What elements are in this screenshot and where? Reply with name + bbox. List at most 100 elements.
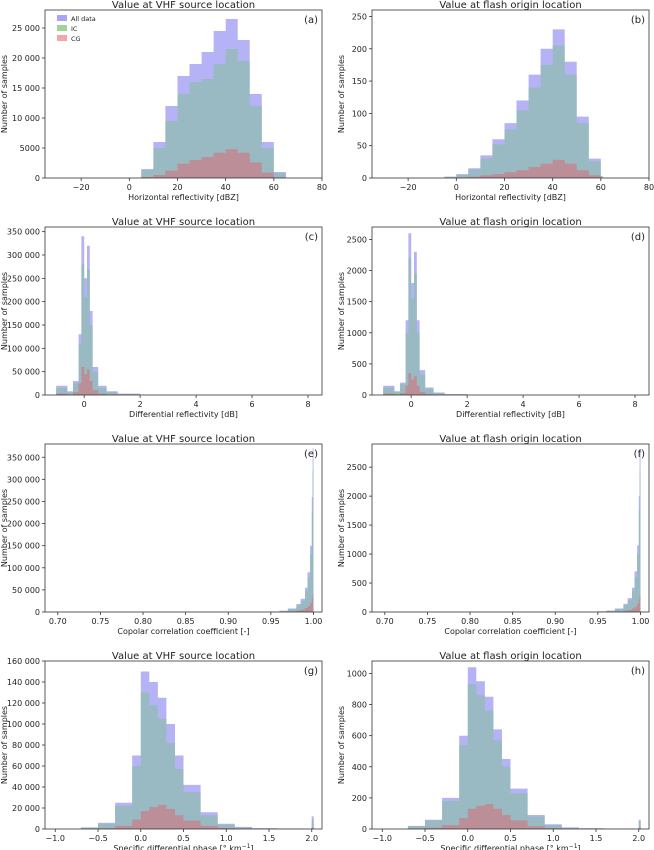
y-axis-label: Number of samples bbox=[0, 706, 9, 784]
y-tick-label: 80 000 bbox=[12, 741, 40, 750]
x-tick-label: −1.0 bbox=[373, 834, 392, 843]
plot-frame bbox=[44, 226, 323, 396]
y-tick-label: 2500 bbox=[347, 463, 367, 472]
y-tick-label: 100 000 bbox=[7, 564, 40, 573]
chart-title: Value at VHF source location bbox=[112, 217, 255, 228]
y-tick-label: 100 000 bbox=[7, 720, 40, 729]
x-axis-label-superscript: −1 bbox=[242, 843, 251, 850]
x-tick-label: 1.5 bbox=[263, 834, 276, 843]
x-tick-label: 0 bbox=[127, 183, 132, 192]
chart-panel-g: −1.0 −0.5 0.0 0.5 1.0 1.5 2.0 0 20 000 40 000 60 0… bbox=[0, 651, 323, 850]
x-axis-label-text: Specific differential phase [° km bbox=[113, 844, 242, 850]
y-axis-label: Number of samples bbox=[337, 706, 346, 784]
y-tick-label: 0 bbox=[362, 391, 367, 400]
x-tick-label: 2 bbox=[138, 400, 143, 409]
series-ic-area bbox=[390, 684, 641, 829]
panel-label: (h) bbox=[631, 666, 645, 677]
x-axis-label-text: Copolar correlation coefficient [-] bbox=[117, 627, 249, 636]
y-axis-label: Number of samples bbox=[337, 55, 346, 133]
y-tick-label: 10 000 bbox=[12, 114, 40, 123]
panel-label: (g) bbox=[304, 666, 318, 677]
panel-label: (f) bbox=[634, 449, 645, 460]
x-tick-label: 0.80 bbox=[134, 617, 152, 626]
y-tick-label: 150 bbox=[352, 77, 367, 86]
x-axis-label-text: Specific differential phase [° km bbox=[440, 844, 569, 850]
chart-title: Value at flash origin location bbox=[439, 651, 581, 662]
series-all-data-area bbox=[56, 236, 143, 395]
x-axis-label: Horizontal reflectivity [dBZ] bbox=[455, 193, 566, 202]
y-tick-label: 2000 bbox=[347, 267, 367, 276]
x-tick-label: 2.0 bbox=[305, 834, 318, 843]
y-tick-label: 160 000 bbox=[7, 657, 40, 666]
chart-panel-d: 0 2 4 6 8 0 500 1000 1500 2000 2500 Value at flash … bbox=[337, 217, 650, 419]
y-tick-label: 20 000 bbox=[12, 54, 40, 63]
x-tick-label: 0.85 bbox=[177, 617, 195, 626]
y-tick-label: 100 000 bbox=[7, 344, 40, 353]
plot-frame bbox=[44, 9, 323, 179]
series-cg-area bbox=[63, 804, 314, 829]
y-tick-label: 100 bbox=[352, 109, 367, 118]
x-tick-label: 1.0 bbox=[220, 834, 233, 843]
x-tick-label: 0.95 bbox=[262, 617, 280, 626]
panel-label: (b) bbox=[631, 15, 645, 26]
x-tick-label: 0 bbox=[409, 400, 414, 409]
x-tick-label: 0.85 bbox=[504, 617, 522, 626]
legend-swatch bbox=[57, 25, 67, 31]
y-tick-label: 500 bbox=[352, 579, 367, 588]
y-tick-label: 400 bbox=[352, 763, 367, 772]
y-tick-label: 50 bbox=[357, 142, 367, 151]
x-tick-label: 8 bbox=[632, 400, 637, 409]
chart-title: Value at flash origin location bbox=[439, 217, 581, 228]
x-tick-label: 0 bbox=[82, 400, 87, 409]
panel-label: (a) bbox=[304, 15, 318, 26]
x-tick-label: 4 bbox=[194, 400, 199, 409]
x-axis-label-end: ] bbox=[251, 844, 254, 850]
chart-panel-a: −20 0 20 40 60 80 0 5000 10 000 15 000 20 000 25 00… bbox=[0, 0, 327, 202]
series-cg-area bbox=[444, 159, 603, 178]
x-tick-label: 60 bbox=[269, 183, 279, 192]
x-tick-label: 4 bbox=[521, 400, 526, 409]
x-tick-label: 0.95 bbox=[589, 617, 607, 626]
y-tick-label: 120 000 bbox=[7, 699, 40, 708]
y-tick-label: 50 000 bbox=[12, 368, 40, 377]
y-tick-label: 60 000 bbox=[12, 762, 40, 771]
x-tick-label: 0.70 bbox=[376, 617, 394, 626]
series-ic-area bbox=[63, 692, 314, 829]
x-tick-label: −0.5 bbox=[88, 834, 107, 843]
y-tick-label: 0 bbox=[35, 608, 40, 617]
series-ic-area bbox=[383, 258, 470, 395]
series-ic-area bbox=[270, 470, 316, 612]
x-axis-label: Differential reflectivity [dB] bbox=[129, 410, 238, 419]
y-tick-label: 140 000 bbox=[7, 678, 40, 687]
y-tick-label: 0 bbox=[35, 825, 40, 834]
series-ic-area bbox=[56, 264, 143, 395]
x-axis-label: Specific differential phase [° km−1] bbox=[113, 843, 253, 850]
y-tick-label: 1500 bbox=[347, 298, 367, 307]
x-axis-label: Copolar correlation coefficient [-] bbox=[444, 627, 576, 636]
y-tick-label: 0 bbox=[362, 825, 367, 834]
x-axis-label: Copolar correlation coefficient [-] bbox=[117, 627, 249, 636]
panel-label: (e) bbox=[304, 449, 318, 460]
y-tick-label: 5000 bbox=[20, 144, 40, 153]
legend-swatch bbox=[57, 15, 67, 21]
y-tick-label: 200 bbox=[352, 45, 367, 54]
y-tick-label: 2500 bbox=[347, 235, 367, 244]
panel-label: (d) bbox=[631, 232, 645, 243]
x-tick-label: 60 bbox=[596, 183, 606, 192]
chart-title: Value at VHF source location bbox=[112, 0, 255, 11]
x-axis-label-superscript: −1 bbox=[569, 843, 578, 850]
y-tick-label: 250 000 bbox=[7, 274, 40, 283]
x-tick-label: 6 bbox=[250, 400, 255, 409]
x-axis-label-text: Copolar correlation coefficient [-] bbox=[444, 627, 576, 636]
y-tick-label: 0 bbox=[362, 608, 367, 617]
chart-panel-b: −20 0 20 40 60 80 0 50 100 150 200 250 Value at flas… bbox=[337, 0, 654, 202]
y-axis-label: Number of samples bbox=[0, 272, 9, 350]
y-tick-label: 350 000 bbox=[7, 453, 40, 462]
y-tick-label: 150 000 bbox=[7, 542, 40, 551]
chart-panel-c: 0 2 4 6 8 0 50 000 100 000 150 000 200 000 250 000… bbox=[0, 217, 323, 419]
y-tick-label: 250 000 bbox=[7, 497, 40, 506]
chart-panel-f: 0.70 0.75 0.80 0.85 0.90 0.95 1.00 0 500 1000 1500… bbox=[337, 434, 650, 636]
x-axis-label-text: Horizontal reflectivity [dBZ] bbox=[128, 193, 239, 202]
x-tick-label: 1.00 bbox=[305, 617, 323, 626]
